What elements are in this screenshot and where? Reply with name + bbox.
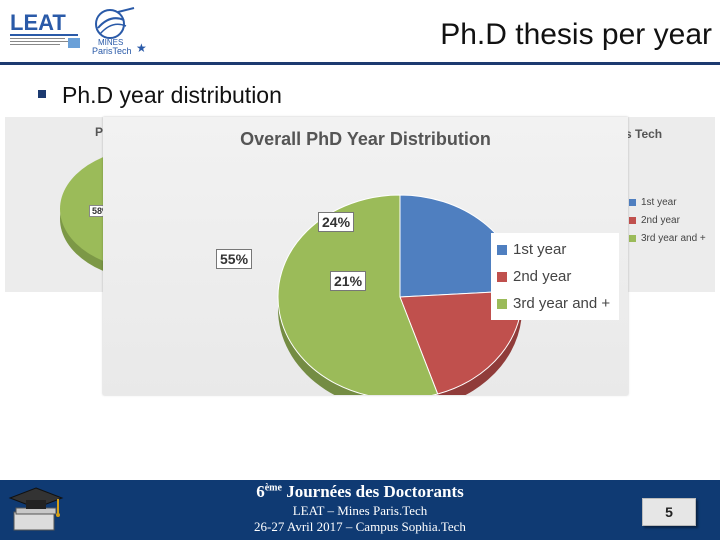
bullet-square-icon (38, 90, 46, 98)
pie-slice-3rd-year-and (277, 194, 439, 395)
background-legend-label: 2nd year (641, 214, 680, 226)
legend-label: 3rd year and + (513, 295, 611, 312)
data-label-2nd-year: 21% (330, 271, 367, 291)
background-legend: 1st year 2nd year 3rd year and + (629, 193, 706, 247)
paristech-logo-text: ParisTech (92, 46, 132, 56)
footer-heading-sup: ème (264, 482, 282, 494)
chart-title: Overall PhD Year Distribution (240, 129, 491, 149)
background-legend-item: 3rd year and + (629, 229, 706, 247)
background-legend-item: 1st year (629, 193, 706, 211)
leat-logo-text: LEAT (10, 10, 66, 35)
legend-item-2nd-year: 2nd year (497, 263, 613, 290)
legend-swatch-icon (629, 234, 636, 242)
legend-swatch-icon (629, 216, 636, 224)
background-chart-title-fragment: P (95, 125, 104, 139)
background-chart-title-fragment-right: s Tech (625, 127, 663, 141)
legend-swatch-icon (497, 298, 507, 309)
footer-organization: LEAT – Mines Paris.Tech (292, 503, 428, 518)
slide-title: Ph.D thesis per year (440, 18, 712, 51)
legend-label: 2nd year (513, 268, 572, 285)
data-label-3rd-year: 55% (216, 249, 253, 269)
background-legend-label: 3rd year and + (641, 232, 706, 244)
mines-paristech-logo: MINES ParisTech ★ (88, 6, 150, 56)
svg-text:★: ★ (136, 41, 147, 55)
chart-legend: 1st year 2nd year 3rd year and + (491, 233, 619, 320)
legend-swatch-icon (497, 244, 507, 255)
background-legend-item: 2nd year (629, 211, 706, 229)
pie-chart: Overall PhD Year Distribution 24% 21% 55… (103, 117, 628, 395)
page-number: 5 (642, 498, 696, 526)
title-divider (0, 62, 720, 65)
legend-label: 1st year (513, 241, 567, 258)
leat-logo: LEAT (8, 8, 82, 52)
legend-swatch-icon (497, 271, 507, 282)
legend-swatch-icon (629, 198, 636, 206)
background-legend-label: 1st year (641, 196, 677, 208)
footer-heading-text: Journées des Doctorants (281, 482, 464, 501)
legend-item-3rd-year: 3rd year and + (497, 290, 613, 317)
footer-bar: 6ème Journées des Doctorants LEAT – Mine… (0, 480, 720, 540)
footer-heading-number: 6 (256, 482, 265, 501)
footer-date-location: 26-27 Avril 2017 – Campus Sophia.Tech (254, 519, 466, 534)
legend-item-1st-year: 1st year (497, 236, 613, 263)
graduation-cap-icon (8, 484, 66, 536)
mines-logo-text: MINES (98, 38, 123, 47)
data-label-1st-year: 24% (318, 212, 355, 232)
footer-heading: 6ème Journées des Doctorants (0, 482, 720, 502)
bullet-text: Ph.D year distribution (62, 82, 282, 108)
